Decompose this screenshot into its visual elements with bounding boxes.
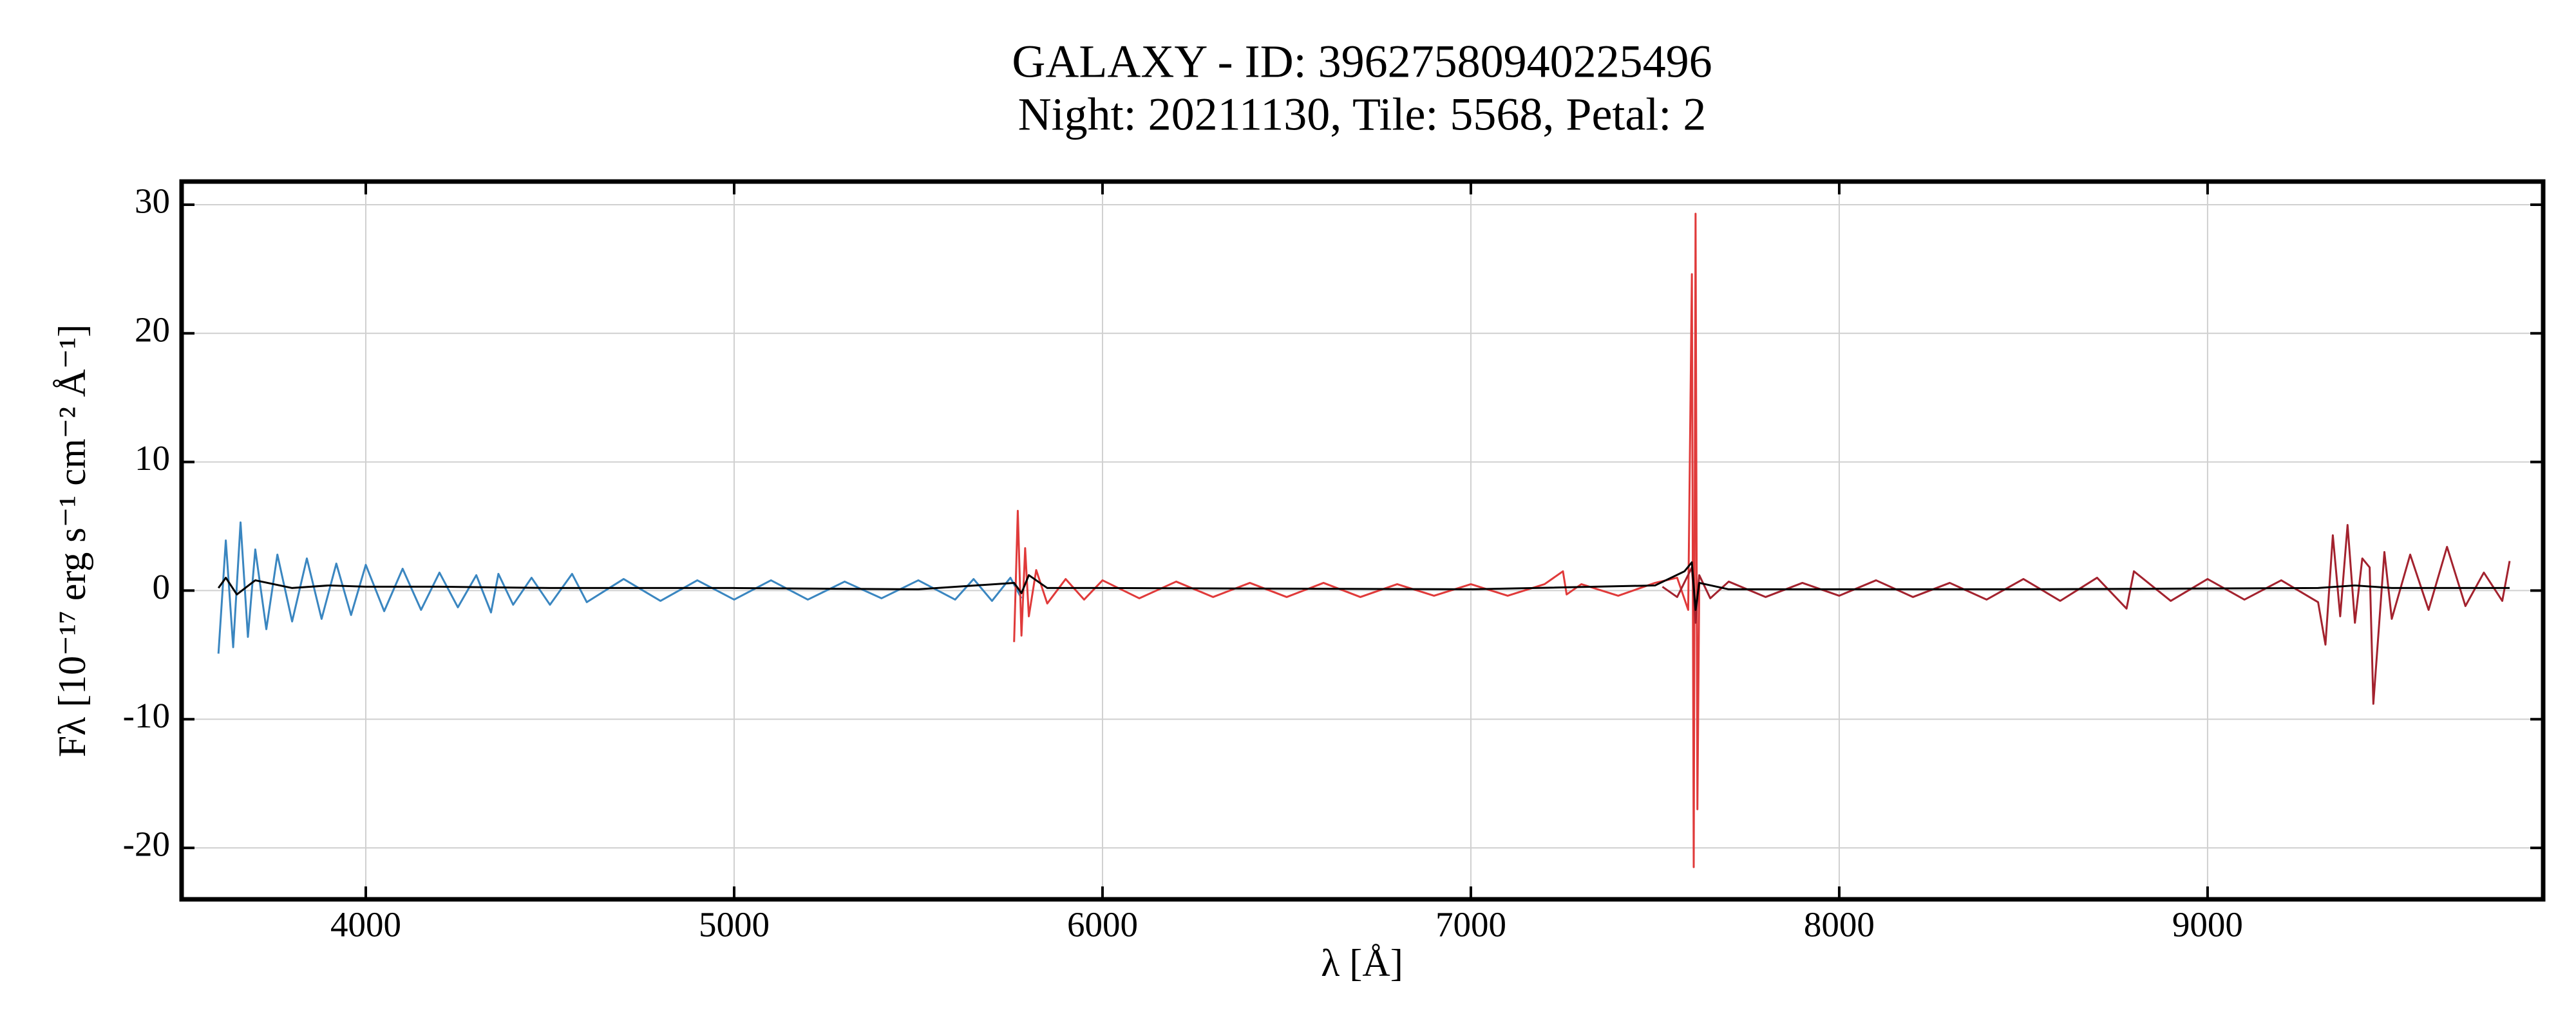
- spectrum-line: [217, 561, 2510, 611]
- x-tick-label: 9000: [2172, 905, 2243, 944]
- plot-area: [182, 182, 2543, 899]
- x-tick-label: 6000: [1067, 905, 1138, 944]
- spectrum-line: [1013, 212, 1701, 868]
- x-tick-label: 5000: [699, 905, 770, 944]
- y-tick-label: -10: [123, 696, 170, 735]
- x-tick-label: 7000: [1435, 905, 1506, 944]
- chart-subtitle: Night: 20211130, Tile: 5568, Petal: 2: [1018, 89, 1707, 140]
- spectrum-line: [217, 521, 1023, 654]
- y-tick-label: 20: [135, 310, 170, 349]
- y-tick-label: -20: [123, 825, 170, 864]
- plot-frame: [179, 179, 2546, 902]
- y-tick-label: 0: [153, 567, 171, 606]
- chart-title: GALAXY - ID: 39627580940225496: [1012, 36, 1712, 88]
- y-axis-label: Fλ [10⁻¹⁷ erg s⁻¹ cm⁻² Å⁻¹]: [51, 324, 93, 757]
- x-axis-label: λ [Å]: [1321, 942, 1403, 984]
- x-tick-label: 8000: [1804, 905, 1875, 944]
- y-tick-label: 10: [135, 438, 170, 478]
- y-tick-label: 30: [135, 182, 170, 221]
- x-tick-label: 4000: [330, 905, 401, 944]
- spectrum-line: [1662, 524, 2511, 705]
